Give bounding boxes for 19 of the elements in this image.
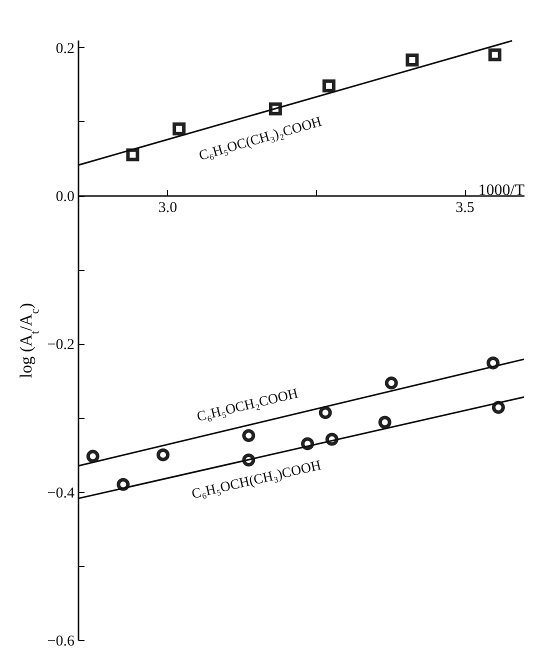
point [268,102,282,116]
y-tick-label: −0.2 [47,337,74,354]
point [172,122,186,136]
y-tick-label: −0.4 [47,485,75,502]
y-tick-label: 0.0 [56,189,74,206]
y-tick-label: 0.2 [56,40,74,57]
point [86,450,100,463]
x-axis-title: 1000/T [478,182,525,200]
y-tick-label: −0.6 [47,634,75,650]
point [406,54,419,66]
point [322,79,336,92]
point [156,448,170,462]
point [242,429,256,442]
x-tick-label: 3.0 [158,200,178,216]
point [384,376,398,390]
point [378,416,392,429]
point [488,48,502,62]
point [318,406,332,420]
x-tick-label: 3.5 [456,200,474,216]
